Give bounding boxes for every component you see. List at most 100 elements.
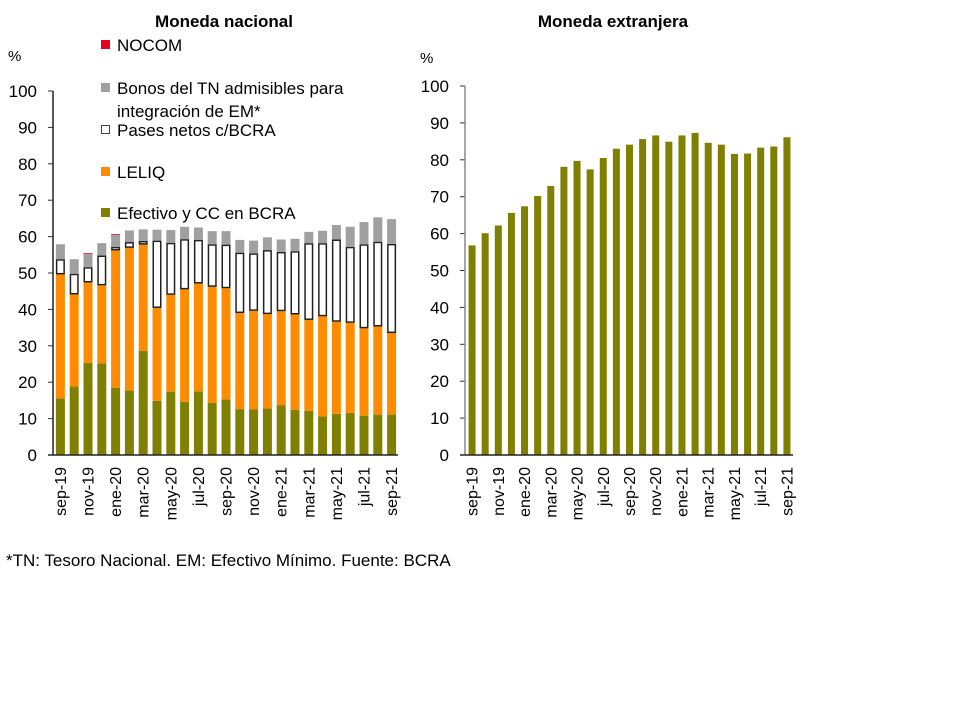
x-tick-label: nov-19: [81, 467, 98, 516]
bar-segment-bonos-del-tn-admisibles-para-integraci-n-de-em: [111, 234, 121, 247]
bar-segment-leliq: [193, 283, 203, 392]
bar-segment-pases-netos-c-bcra: [359, 244, 369, 329]
legend-item-pases: Pases netos c/BCRA: [101, 121, 276, 140]
bar-segment-efectivo-y-cc-en-bcra: [507, 212, 515, 455]
bar-segment-leliq: [345, 322, 355, 413]
bar-segment-efectivo-y-cc-en-bcra: [262, 408, 272, 455]
bar-segment-efectivo-y-cc-en-bcra: [97, 363, 107, 455]
bar-segment-leliq: [359, 328, 369, 416]
bar-segment-bonos-del-tn-admisibles-para-integraci-n-de-em: [235, 239, 245, 253]
bar-segment-efectivo-y-cc-en-bcra: [276, 405, 286, 455]
bar-segment-leliq: [387, 333, 397, 415]
x-tick-label: ene-21: [274, 467, 291, 517]
bar-segment-leliq: [304, 319, 314, 411]
bar-segment-leliq: [235, 313, 245, 410]
bar-segment-bonos-del-tn-admisibles-para-integraci-n-de-em: [69, 259, 79, 274]
bar-segment-efectivo-y-cc-en-bcra: [691, 132, 699, 455]
x-tick-label: sep-19: [465, 467, 482, 516]
bar-segment-efectivo-y-cc-en-bcra: [193, 391, 203, 455]
legend-swatch-bonos: [101, 83, 110, 92]
x-tick-label: mar-20: [543, 467, 560, 518]
bar-segment-efectivo-y-cc-en-bcra: [373, 414, 383, 455]
bar-segment-efectivo-y-cc-en-bcra: [318, 416, 328, 455]
bar-segment-pases-netos-c-bcra: [124, 242, 134, 248]
bar-segment-pases-netos-c-bcra: [97, 255, 107, 286]
bar-segment-bonos-del-tn-admisibles-para-integraci-n-de-em: [193, 227, 203, 240]
bar-segment-leliq: [207, 286, 217, 403]
bar-segment-bonos-del-tn-admisibles-para-integraci-n-de-em: [152, 229, 162, 241]
x-tick-label: nov-20: [246, 467, 263, 516]
bar-segment-efectivo-y-cc-en-bcra: [207, 402, 217, 455]
x-tick-label: jul-20: [191, 467, 208, 507]
bars-left: [55, 217, 397, 455]
y-tick-label: 10: [430, 409, 449, 428]
bar-segment-bonos-del-tn-admisibles-para-integraci-n-de-em: [221, 231, 231, 245]
bar-segment-pases-netos-c-bcra: [180, 239, 190, 290]
bar-segment-efectivo-y-cc-en-bcra: [783, 137, 791, 455]
bar-segment-leliq: [69, 294, 79, 387]
x-tick-label: jul-21: [753, 467, 770, 507]
y-tick-label: 50: [430, 262, 449, 281]
bar-segment-pases-netos-c-bcra: [221, 244, 231, 289]
bar-segment-efectivo-y-cc-en-bcra: [468, 245, 476, 455]
y-tick-label: 60: [18, 228, 37, 247]
x-tick-label: nov-20: [648, 467, 665, 516]
bar-segment-efectivo-y-cc-en-bcra: [665, 141, 673, 455]
bar-segment-bonos-del-tn-admisibles-para-integraci-n-de-em: [318, 230, 328, 244]
x-tick-label: jul-21: [357, 467, 374, 507]
bar-segment-efectivo-y-cc-en-bcra: [652, 135, 660, 456]
y-axis-right: 0 10 20 30 40 50 60 70 80 90 100: [421, 77, 465, 465]
bar-segment-efectivo-y-cc-en-bcra: [586, 169, 594, 456]
bar-segment-bonos-del-tn-admisibles-para-integraci-n-de-em: [55, 244, 65, 260]
y-tick-label: 50: [18, 264, 37, 283]
legend-item-bonos: Bonos del TN admisibles para integración…: [101, 79, 344, 121]
bar-segment-leliq: [373, 326, 383, 415]
x-tick-label: may-21: [329, 467, 346, 520]
bar-segment-bonos-del-tn-admisibles-para-integraci-n-de-em: [180, 226, 190, 240]
bar-segment-bonos-del-tn-admisibles-para-integraci-n-de-em: [262, 237, 272, 251]
bar-segment-pases-netos-c-bcra: [166, 242, 176, 295]
chart-title-right: Moneda extranjera: [538, 12, 689, 31]
bar-segment-bonos-del-tn-admisibles-para-integraci-n-de-em: [290, 238, 300, 252]
bar-segment-efectivo-y-cc-en-bcra: [717, 144, 725, 455]
y-tick-label: 70: [18, 191, 37, 210]
bar-segment-efectivo-y-cc-en-bcra: [166, 391, 176, 455]
bar-segment-efectivo-y-cc-en-bcra: [573, 160, 581, 456]
y-tick-label: 100: [9, 82, 37, 101]
legend-label-nocom: NOCOM: [117, 36, 182, 55]
bar-segment-efectivo-y-cc-en-bcra: [730, 153, 738, 455]
bar-segment-leliq: [55, 274, 65, 399]
y-tick-label: 0: [440, 446, 449, 465]
bar-segment-leliq: [331, 321, 341, 414]
bar-segment-pases-netos-c-bcra: [69, 273, 79, 295]
bar-segment-efectivo-y-cc-en-bcra: [124, 390, 134, 455]
y-tick-label: 90: [430, 114, 449, 133]
bar-segment-bonos-del-tn-admisibles-para-integraci-n-de-em: [124, 230, 134, 243]
bar-segment-efectivo-y-cc-en-bcra: [111, 387, 121, 455]
bar-segment-leliq: [221, 288, 231, 400]
legend-label-pases: Pases netos c/BCRA: [117, 121, 276, 140]
axes-right: [460, 86, 793, 456]
bar-segment-efectivo-y-cc-en-bcra: [599, 157, 607, 455]
bar-segment-efectivo-y-cc-en-bcra: [55, 398, 65, 455]
bar-segment-bonos-del-tn-admisibles-para-integraci-n-de-em: [138, 229, 148, 241]
y-tick-label: 60: [430, 225, 449, 244]
chart-moneda-nacional: Moneda nacional % 0 10 20 30 40 50 60 70 80 90 100…: [8, 12, 401, 520]
x-tick-label: mar-21: [701, 467, 718, 518]
bar-segment-leliq: [180, 289, 190, 402]
x-tick-label: mar-21: [301, 467, 318, 518]
bar-segment-efectivo-y-cc-en-bcra: [83, 362, 93, 455]
bar-segment-efectivo-y-cc-en-bcra: [547, 185, 555, 455]
bar-segment-leliq: [318, 316, 328, 417]
bar-segment-efectivo-y-cc-en-bcra: [639, 139, 647, 456]
bar-segment-leliq: [290, 314, 300, 410]
y-tick-label: 80: [430, 151, 449, 170]
bar-segment-bonos-del-tn-admisibles-para-integraci-n-de-em: [359, 222, 369, 245]
footnote: *TN: Tesoro Nacional. EM: Efectivo Mínim…: [6, 551, 451, 570]
legend-item-nocom: NOCOM: [101, 36, 182, 55]
bar-segment-efectivo-y-cc-en-bcra: [345, 412, 355, 455]
bar-segment-bonos-del-tn-admisibles-para-integraci-n-de-em: [304, 231, 314, 244]
bar-segment-pases-netos-c-bcra: [345, 246, 355, 323]
x-tick-label: sep-20: [219, 467, 236, 516]
